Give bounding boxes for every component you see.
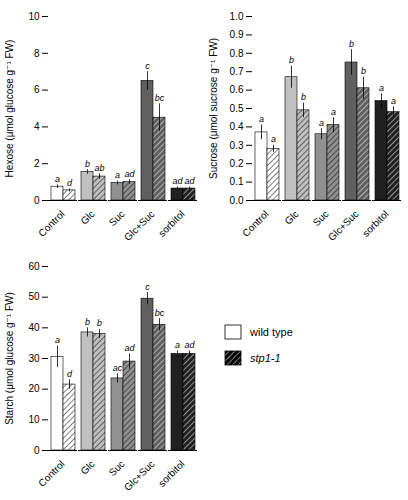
svg-text:ad: ad — [124, 343, 135, 353]
svg-text:0.5: 0.5 — [230, 103, 244, 114]
svg-text:Hexose (μmol glucose g⁻¹ FW): Hexose (μmol glucose g⁻¹ FW) — [4, 40, 15, 178]
svg-text:b: b — [85, 159, 90, 169]
svg-text:a: a — [319, 118, 324, 128]
svg-text:Control: Control — [240, 208, 271, 239]
svg-text:c: c — [145, 282, 150, 292]
svg-text:20: 20 — [28, 383, 40, 394]
svg-text:ad: ad — [184, 176, 195, 186]
svg-text:a: a — [391, 96, 396, 106]
svg-text:ad: ad — [124, 169, 135, 179]
svg-text:Suc: Suc — [107, 208, 127, 228]
svg-text:a: a — [379, 83, 384, 93]
svg-text:0.7: 0.7 — [230, 66, 244, 77]
svg-text:0.0: 0.0 — [230, 195, 244, 206]
svg-text:Glc+Suc: Glc+Suc — [326, 208, 361, 243]
svg-text:2: 2 — [34, 158, 40, 169]
svg-text:Control: Control — [36, 458, 67, 489]
svg-text:sorbitol: sorbitol — [360, 208, 391, 239]
svg-text:a: a — [175, 340, 180, 350]
svg-text:c: c — [145, 61, 150, 71]
svg-text:b: b — [85, 317, 90, 327]
svg-text:0.4: 0.4 — [230, 121, 244, 132]
svg-text:0: 0 — [34, 445, 40, 456]
svg-text:30: 30 — [28, 353, 40, 364]
svg-text:d: d — [67, 369, 73, 379]
svg-text:0.6: 0.6 — [230, 84, 244, 95]
svg-text:b: b — [349, 39, 354, 49]
svg-text:b: b — [361, 66, 366, 76]
svg-text:0: 0 — [34, 195, 40, 206]
svg-text:b: b — [301, 92, 306, 102]
svg-text:sorbitol: sorbitol — [156, 458, 187, 489]
svg-text:0.8: 0.8 — [230, 48, 244, 59]
svg-text:a: a — [55, 174, 60, 184]
svg-text:bc: bc — [155, 308, 165, 318]
html-text:stp1-1: stp1-1 — [250, 352, 281, 364]
svg-text:ac: ac — [113, 363, 123, 373]
svg-text:1.0: 1.0 — [230, 11, 244, 22]
svg-text:60: 60 — [28, 261, 40, 272]
svg-text:0.2: 0.2 — [230, 158, 244, 169]
svg-text:0.1: 0.1 — [230, 176, 244, 187]
svg-text:Glc: Glc — [78, 458, 96, 476]
html-text:wild type: wild type — [250, 326, 293, 338]
svg-text:sorbitol: sorbitol — [156, 208, 187, 239]
svg-text:50: 50 — [28, 291, 40, 302]
svg-text:b: b — [289, 55, 294, 65]
svg-text:0.3: 0.3 — [230, 140, 244, 151]
svg-text:Glc+Suc: Glc+Suc — [122, 458, 157, 493]
svg-text:Control: Control — [36, 208, 67, 239]
svg-text:b: b — [97, 318, 102, 328]
svg-text:4: 4 — [34, 121, 40, 132]
svg-text:40: 40 — [28, 322, 40, 333]
svg-text:0.9: 0.9 — [230, 29, 244, 40]
svg-text:a: a — [115, 170, 120, 180]
svg-text:Glc: Glc — [282, 208, 300, 226]
svg-text:8: 8 — [34, 48, 40, 59]
svg-text:a: a — [331, 107, 336, 117]
svg-text:a: a — [271, 134, 276, 144]
svg-text:6: 6 — [34, 84, 40, 95]
svg-text:Suc: Suc — [107, 458, 127, 478]
svg-text:Sucrose (μmol sucrose g⁻¹ FW): Sucrose (μmol sucrose g⁻¹ FW) — [208, 38, 219, 179]
svg-text:10: 10 — [28, 414, 40, 425]
svg-text:d: d — [67, 178, 73, 188]
svg-text:Starch (μmol glucose g⁻¹ FW): Starch (μmol glucose g⁻¹ FW) — [4, 292, 15, 425]
svg-text:Suc: Suc — [311, 208, 331, 228]
svg-text:a: a — [259, 114, 264, 124]
svg-text:ad: ad — [184, 340, 195, 350]
svg-text:Glc: Glc — [78, 208, 96, 226]
svg-text:bc: bc — [155, 93, 165, 103]
svg-text:10: 10 — [28, 11, 40, 22]
svg-text:ab: ab — [94, 163, 104, 173]
svg-text:Glc+Suc: Glc+Suc — [122, 208, 157, 243]
svg-text:a: a — [55, 335, 60, 345]
svg-text:ad: ad — [172, 176, 183, 186]
